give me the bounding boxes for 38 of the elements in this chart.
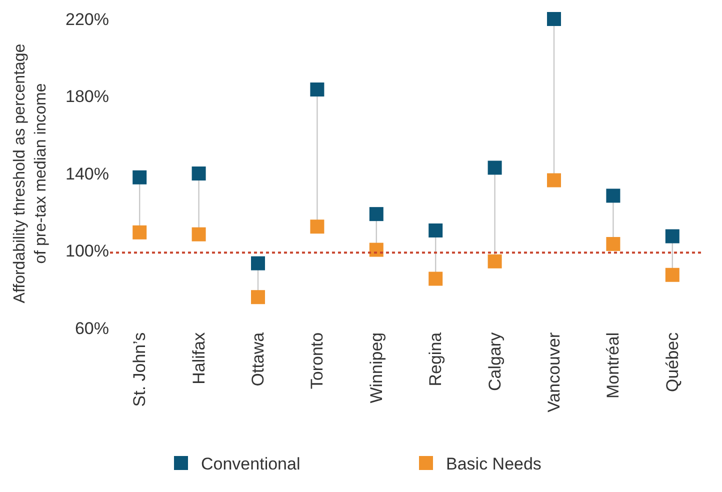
- point: [428, 272, 443, 286]
- point: [369, 242, 384, 257]
- point: [369, 207, 384, 222]
- point: [665, 229, 680, 244]
- y-tick-label: 60%: [74, 318, 109, 338]
- point: [251, 256, 265, 270]
- y-axis-title: Affordability threshold as percentage of pre-tax median income: [12, 44, 50, 304]
- point: [488, 160, 502, 175]
- y-tick-label: 140%: [66, 164, 109, 184]
- legend-label: Basic Needs: [446, 454, 542, 474]
- point: [547, 173, 561, 188]
- point: [428, 223, 443, 238]
- x-tick-label: Toronto: [308, 332, 327, 390]
- y-tick-label: 180%: [66, 87, 109, 106]
- point: [132, 225, 147, 240]
- point: [310, 220, 324, 234]
- x-tick-label: Regina: [426, 332, 446, 386]
- x-tick-label: Halifax: [189, 332, 208, 384]
- legend-label: Conventional: [201, 454, 300, 474]
- x-tick-label: Montréal: [604, 332, 623, 399]
- point: [488, 254, 502, 268]
- y-tick-label: 100%: [66, 242, 109, 261]
- x-tick-label: Calgary: [485, 332, 504, 391]
- x-tick-label: Winnipeg: [366, 332, 386, 404]
- point: [606, 188, 620, 203]
- point: [310, 82, 324, 96]
- y-tick-label: 220%: [66, 10, 109, 29]
- x-tick-label: Ottawa: [248, 332, 268, 386]
- x-tick-label: St. John’s: [130, 332, 150, 407]
- point: [192, 227, 206, 242]
- point: [547, 12, 561, 26]
- point: [665, 268, 680, 282]
- point: [606, 236, 620, 251]
- point: [132, 170, 147, 184]
- point: [192, 166, 206, 180]
- x-tick-label: Vancouver: [544, 332, 564, 412]
- x-tick-label: Québec: [662, 332, 682, 392]
- point: [251, 290, 265, 304]
